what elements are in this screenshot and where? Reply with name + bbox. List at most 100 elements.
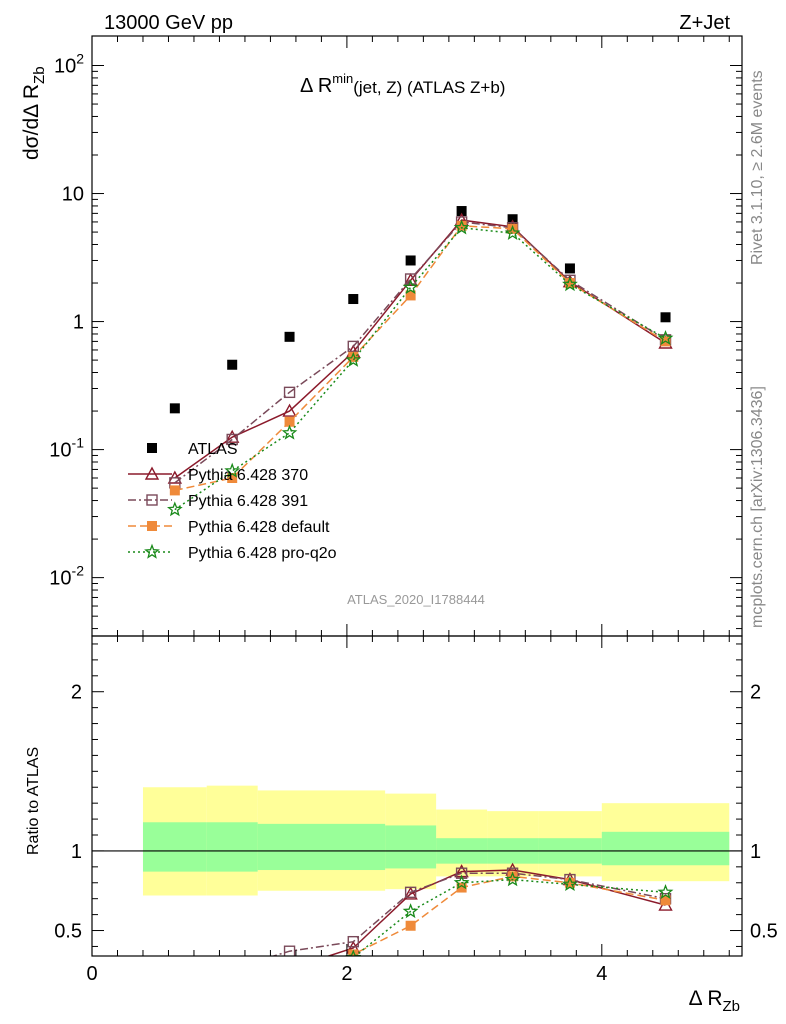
mcplots-source-label: mcplots.cern.ch [arXiv:1306.3436] <box>749 386 766 628</box>
ratio-panel: 0.5 0.5 1 1 2 2 0 2 4 Ratio to ATLAS Δ RZb <box>25 635 778 1015</box>
data-point-pythia-6-428-pro-q2o <box>281 424 298 440</box>
uncertainty-band-statistical-uncertainty <box>601 831 730 866</box>
legend: ATLAS Pythia 6.428 370 Pythia 6.428 391 Pyt… <box>128 441 337 562</box>
uncertainty-band-statistical-uncertainty <box>206 822 258 872</box>
data-point-atlas <box>405 255 416 266</box>
data-point-pythia-6-428-pro-q2o <box>453 219 470 235</box>
ratio-point-pythia-6-428-pro-q2o <box>226 980 238 992</box>
ratio-point-pythia-6-428-391 <box>227 964 237 974</box>
ratio-point-pythia-6-428-default <box>660 895 671 906</box>
ratio-point-pythia-6-428-pro-q2o <box>283 975 295 987</box>
ratio-point-pythia-6-428-default <box>456 882 467 893</box>
x-tick-label: 0 <box>86 963 97 985</box>
x-tick-label: 4 <box>596 963 607 985</box>
y-tick-base: 10 <box>49 568 71 590</box>
y-tick-label: 10-2 <box>49 563 84 590</box>
y-tick-label: 10-1 <box>49 435 84 462</box>
main-y-axis-label: dσ/dΔ RZb <box>20 66 48 160</box>
data-point-pythia-6-428-pro-q2o <box>224 462 241 478</box>
ratio-point-pythia-6-428-pro-q2o <box>562 876 578 892</box>
y-tick-base: 10 <box>49 440 71 462</box>
data-point-pythia-6-428-default <box>348 351 359 362</box>
main-x-ticks <box>91 36 730 636</box>
ratio-point-pythia-6-428-default <box>227 984 237 994</box>
ratio-frame <box>91 635 743 957</box>
legend-marker-atlas <box>147 443 157 453</box>
ratio-point-pythia-6-428-391 <box>455 867 468 879</box>
series-line-pythia-6-428-default <box>174 225 666 492</box>
ratio-point-pythia-6-428-370 <box>403 886 418 900</box>
data-point-pythia-6-428-default <box>456 220 467 231</box>
data-point-pythia-6-428-pro-q2o <box>562 276 578 292</box>
series-line-pythia-6-428-391 <box>174 221 666 484</box>
y-tick-exponent: -1 <box>72 435 85 451</box>
data-point-atlas <box>456 206 467 217</box>
data-point-atlas <box>348 294 359 305</box>
y-tick-base: 10 <box>62 184 84 206</box>
ratio-point-pythia-6-428-pro-q2o <box>169 978 181 990</box>
ylabel-main: dσ/dΔ R <box>20 84 43 160</box>
data-point-pythia-6-428-default <box>284 416 295 427</box>
y-tick-exponent: 2 <box>76 51 84 67</box>
ratio-point-pythia-6-428-default <box>507 871 518 882</box>
ratio-line-pythia-6-428-391 <box>271 872 666 956</box>
data-point-pythia-6-428-391 <box>404 273 417 285</box>
y-tick-label: 1 <box>73 312 84 334</box>
ratio-series <box>169 862 674 994</box>
ratio-point-pythia-6-428-370 <box>169 958 181 969</box>
xlabel-sub: Zb <box>722 998 740 1015</box>
y-tick-base: 10 <box>54 56 76 78</box>
data-point-pythia-6-428-default <box>507 223 518 234</box>
legend-marker-pythia-6-428-370 <box>144 466 160 480</box>
data-point-pythia-6-428-default <box>564 278 575 289</box>
title-sup: min <box>332 71 353 86</box>
ratio-y-ticks: 0.5 0.5 1 1 2 2 <box>54 643 778 947</box>
legend-label-atlas: ATLAS <box>188 441 238 458</box>
ratio-point-pythia-6-428-391 <box>347 935 359 948</box>
ratio-point-pythia-6-428-391 <box>170 964 180 974</box>
data-point-atlas <box>169 403 180 414</box>
data-point-pythia-6-428-default <box>169 485 180 496</box>
y-tick-label: 10 <box>62 184 84 206</box>
data-point-pythia-6-428-pro-q2o <box>504 224 521 240</box>
data-point-atlas <box>284 331 295 342</box>
ratio-point-pythia-6-428-default <box>285 970 295 980</box>
ylabel-sub: Zb <box>31 66 48 84</box>
ratio-y-tick-label: 0.5 <box>54 921 82 943</box>
analysis-id-label: ATLAS_2020_I1788444 <box>347 592 485 607</box>
data-point-pythia-6-428-default <box>227 472 238 483</box>
x-tick-label: 2 <box>341 963 352 985</box>
legend-label-pythia-6-428-370: Pythia 6.428 370 <box>188 467 308 484</box>
ratio-y-axis-label: Ratio to ATLAS <box>25 747 42 855</box>
uncertainty-band-statistical-uncertainty <box>142 822 207 872</box>
title-sub: (jet, Z) (ATLAS Z+b) <box>353 78 505 97</box>
data-point-atlas <box>564 263 575 274</box>
ratio-y-tick-label-right: 1 <box>750 841 761 863</box>
ratio-point-pythia-6-428-pro-q2o <box>453 874 470 890</box>
ratio-line-pythia-6-428-370 <box>326 869 666 956</box>
data-point-pythia-6-428-370 <box>282 403 297 417</box>
ratio-y-tick-label: 1 <box>71 841 82 863</box>
data-point-atlas <box>227 359 238 370</box>
legend-label-pythia-6-428-391: Pythia 6.428 391 <box>188 493 308 510</box>
legend-marker-pythia-6-428-pro-q2o <box>144 543 160 559</box>
ratio-point-pythia-6-428-default <box>170 969 180 979</box>
legend-label-pythia-6-428-pro-q2o: Pythia 6.428 pro-q2o <box>188 545 337 562</box>
data-point-pythia-6-428-370 <box>403 272 418 287</box>
ratio-y-tick-label-right: 2 <box>750 682 761 704</box>
legend-marker-pythia-6-428-391 <box>146 494 158 506</box>
ratio-point-pythia-6-428-default <box>405 920 416 931</box>
ratio-y-tick-label-right: 0.5 <box>750 921 778 943</box>
ratio-point-pythia-6-428-pro-q2o <box>402 903 419 919</box>
data-point-pythia-6-428-pro-q2o <box>345 351 362 367</box>
xlabel-main: Δ R <box>689 987 723 1010</box>
main-title: Δ Rmin(jet, Z) (ATLAS Z+b) <box>300 71 505 97</box>
ratio-point-pythia-6-428-default <box>564 877 575 888</box>
ratio-point-pythia-6-428-pro-q2o <box>504 871 521 887</box>
data-point-pythia-6-428-391 <box>283 386 296 399</box>
y-tick-exponent: -2 <box>72 563 85 579</box>
data-point-pythia-6-428-pro-q2o <box>166 501 183 517</box>
y-tick-label: 102 <box>54 51 84 78</box>
